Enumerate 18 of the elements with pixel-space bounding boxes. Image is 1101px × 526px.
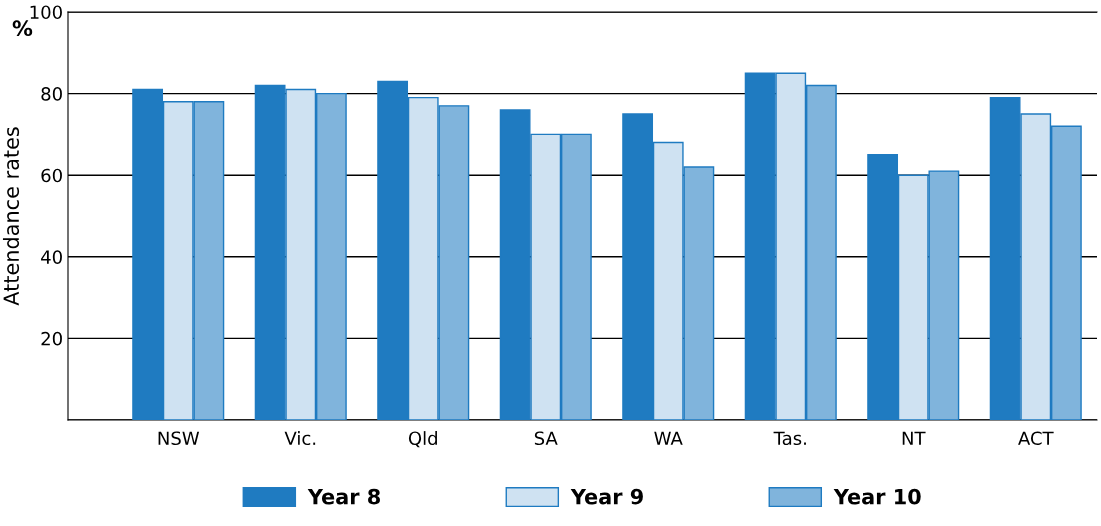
x-tick-label: Vic. xyxy=(284,431,316,446)
y-tick-label: 60 xyxy=(41,168,62,183)
y-tick-label: 20 xyxy=(41,331,62,346)
text: % xyxy=(12,20,33,37)
legend-label: Year 8 xyxy=(307,488,380,505)
legend-label: Year 9 xyxy=(570,488,643,505)
x-tick-label: ACT xyxy=(1018,431,1054,446)
y-tick-label: 40 xyxy=(41,250,62,264)
x-tick-label: Tas. xyxy=(773,431,806,446)
y-tick-label: 100 xyxy=(30,5,62,20)
x-tick-label: NSW xyxy=(158,431,200,446)
x-tick-label: SA xyxy=(534,431,558,446)
x-tick-label: NT xyxy=(902,431,926,445)
x-tick-label: Qld xyxy=(408,431,437,448)
legend-label: Year 10 xyxy=(833,488,921,505)
y-tick-label: 80 xyxy=(41,87,62,101)
y-axis-title: Attendance rates xyxy=(2,127,20,306)
x-tick-label: WA xyxy=(654,431,683,445)
